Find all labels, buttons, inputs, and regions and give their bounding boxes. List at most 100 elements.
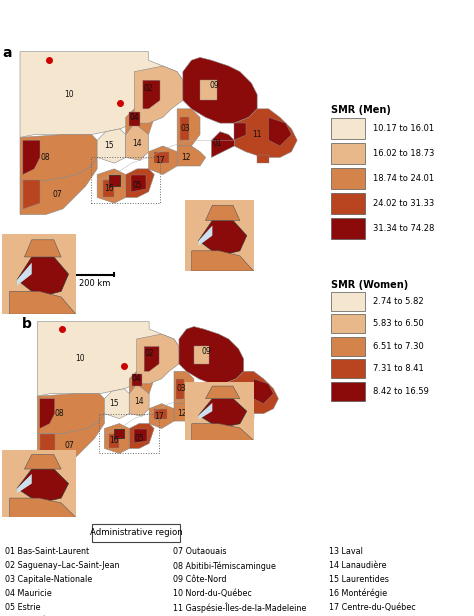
Bar	[331, 292, 365, 311]
Polygon shape	[185, 382, 254, 440]
Text: 18.74 to 24.01: 18.74 to 24.01	[373, 174, 434, 183]
Bar	[331, 168, 365, 189]
Bar	[331, 218, 365, 239]
Bar	[331, 314, 365, 333]
Polygon shape	[204, 391, 224, 413]
Text: 6.51 to 7.30: 6.51 to 7.30	[373, 342, 424, 351]
Text: 02: 02	[144, 349, 154, 359]
Text: 02 Saguenay–Lac-Saint-Jean: 02 Saguenay–Lac-Saint-Jean	[5, 561, 119, 570]
Text: 8.42 to 16.59: 8.42 to 16.59	[373, 386, 429, 395]
Text: 17: 17	[155, 156, 165, 164]
Polygon shape	[143, 80, 160, 109]
Text: 16: 16	[109, 437, 119, 445]
Polygon shape	[25, 240, 61, 257]
Text: 11: 11	[239, 389, 248, 398]
Text: 11 Gaspésie-Îles-de-la-Madeleine: 11 Gaspésie-Îles-de-la-Madeleine	[173, 602, 306, 613]
Text: 01: 01	[204, 397, 214, 406]
Polygon shape	[199, 221, 246, 256]
Polygon shape	[211, 132, 234, 158]
Polygon shape	[2, 234, 76, 314]
Polygon shape	[206, 386, 240, 399]
Polygon shape	[37, 394, 104, 434]
Text: 08: 08	[55, 409, 64, 418]
Text: 14: 14	[132, 139, 142, 148]
Text: 03 Capitale-Nationale: 03 Capitale-Nationale	[5, 575, 92, 584]
Text: 13 Laval: 13 Laval	[329, 547, 363, 556]
Polygon shape	[177, 146, 206, 166]
Text: 17: 17	[154, 411, 164, 421]
Text: 10.17 to 16.01: 10.17 to 16.01	[373, 124, 434, 133]
Polygon shape	[20, 52, 183, 137]
Polygon shape	[148, 146, 177, 174]
Polygon shape	[40, 399, 55, 429]
Bar	[331, 193, 365, 214]
Text: 10: 10	[64, 90, 73, 99]
Polygon shape	[176, 379, 184, 399]
Polygon shape	[17, 257, 69, 297]
Text: 16.02 to 18.73: 16.02 to 18.73	[373, 149, 434, 158]
Text: a: a	[3, 46, 12, 60]
Polygon shape	[2, 450, 76, 517]
Text: 16 Montérégie: 16 Montérégie	[329, 589, 388, 598]
Text: 07 Outaouais: 07 Outaouais	[173, 547, 227, 556]
Polygon shape	[131, 174, 146, 192]
Polygon shape	[269, 118, 292, 146]
Polygon shape	[129, 424, 154, 448]
Polygon shape	[134, 429, 146, 444]
Text: 14 Lanaudière: 14 Lanaudière	[329, 561, 387, 570]
Text: 04 Mauricie: 04 Mauricie	[5, 589, 52, 598]
Text: 08: 08	[41, 153, 51, 162]
Polygon shape	[180, 118, 189, 140]
Polygon shape	[17, 474, 32, 493]
Polygon shape	[155, 152, 169, 163]
Polygon shape	[17, 469, 69, 503]
Text: 07: 07	[64, 442, 74, 450]
Text: 05: 05	[132, 182, 142, 190]
Text: 12: 12	[177, 409, 186, 418]
Text: 02: 02	[144, 84, 154, 94]
Polygon shape	[149, 403, 174, 429]
Text: 01 Bas-Saint-Laurent: 01 Bas-Saint-Laurent	[5, 547, 89, 556]
Bar	[331, 143, 365, 164]
Text: 09 Côte-Nord: 09 Côte-Nord	[173, 575, 227, 584]
Text: Administrative region: Administrative region	[90, 529, 182, 537]
Polygon shape	[109, 174, 120, 186]
Polygon shape	[191, 424, 254, 440]
Polygon shape	[254, 379, 273, 403]
Polygon shape	[109, 434, 119, 448]
Text: 5.83 to 6.50: 5.83 to 6.50	[373, 320, 424, 328]
Polygon shape	[97, 129, 126, 163]
Polygon shape	[194, 346, 209, 364]
Text: 24.02 to 31.33: 24.02 to 31.33	[373, 199, 434, 208]
Polygon shape	[206, 205, 240, 221]
Polygon shape	[199, 399, 246, 428]
Polygon shape	[114, 429, 124, 439]
Polygon shape	[234, 109, 297, 158]
Text: 15: 15	[104, 142, 113, 150]
Bar	[331, 118, 365, 139]
Text: 07: 07	[52, 190, 62, 199]
Polygon shape	[129, 371, 154, 394]
Text: 01: 01	[212, 139, 222, 148]
Polygon shape	[9, 498, 76, 517]
Polygon shape	[129, 384, 149, 416]
Text: 08 Abitibi-Témiscamingue: 08 Abitibi-Témiscamingue	[173, 561, 276, 570]
Polygon shape	[9, 291, 76, 314]
Bar	[331, 337, 365, 356]
Polygon shape	[128, 111, 140, 126]
Text: 15: 15	[109, 399, 119, 408]
Polygon shape	[224, 384, 234, 399]
Polygon shape	[23, 180, 40, 209]
Polygon shape	[126, 169, 155, 197]
Text: SMR (Women): SMR (Women)	[331, 280, 408, 290]
Polygon shape	[177, 109, 200, 146]
Polygon shape	[174, 371, 194, 403]
Text: 10: 10	[75, 354, 84, 363]
Text: 16: 16	[104, 184, 113, 193]
Bar	[331, 359, 365, 378]
Bar	[92, 524, 180, 541]
Polygon shape	[224, 371, 278, 413]
Bar	[331, 381, 365, 400]
Polygon shape	[144, 346, 159, 371]
Polygon shape	[132, 374, 142, 386]
